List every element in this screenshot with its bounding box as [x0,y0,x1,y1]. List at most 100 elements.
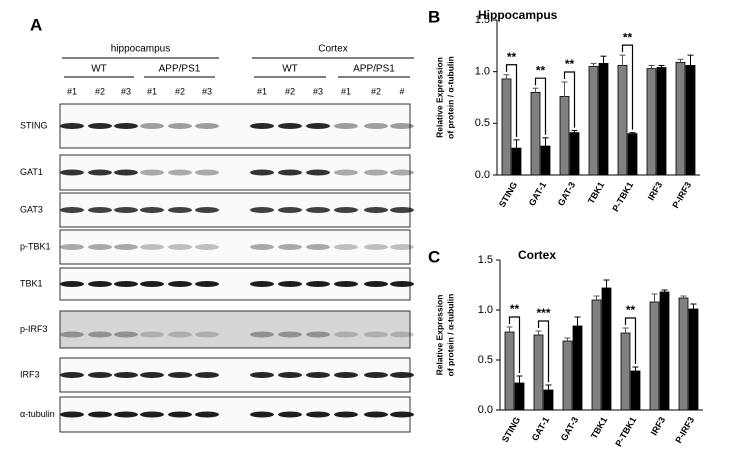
blot-frame [59,229,411,265]
significance-label: ** [507,50,517,64]
significance-bracket [537,320,550,382]
y-tick-label: 0.0 [478,404,493,416]
panel-label: C [428,247,440,266]
significance-label: ** [623,30,633,44]
blot-band [364,411,388,418]
blot-band [195,331,219,338]
blot-band [88,244,112,250]
x-tick-label: P-TBK1 [613,415,638,448]
bar [646,68,657,176]
blot-band [168,244,192,250]
blot-band [306,411,330,418]
region-label: hippocampus [111,44,170,55]
error-bar [542,137,549,147]
bar [630,370,641,411]
row-label: p-TBK1 [20,241,51,251]
error-bar [513,139,520,149]
error-bar [506,326,513,332]
bar [533,334,544,411]
significance-bracket [563,71,576,128]
blot-band [168,372,192,378]
significance-bracket [624,317,637,364]
bar [659,291,670,411]
blot-band [168,123,192,129]
significance-bracket [508,316,521,373]
bar [514,382,525,411]
lane-label: #1 [147,86,157,96]
y-tick-label: 1.0 [478,304,493,316]
blot-band [140,123,164,129]
error-bar [535,330,542,335]
error-bar [561,81,568,97]
genotype-label: WT [282,64,298,75]
blot-band [114,244,138,250]
blot-band [364,169,388,176]
bar [501,78,512,176]
bar [588,66,599,176]
blot-band [168,331,192,338]
blot-band [88,169,112,176]
bar [591,299,602,411]
blot-band [168,411,192,418]
bar [649,301,660,411]
lane-label: #1 [341,86,351,96]
x-tick-label: GAT-1 [527,180,549,207]
blot-band [88,372,112,378]
blot-band [364,244,388,250]
significance-label: *** [536,306,550,320]
blot-band [250,281,274,287]
bar [559,96,570,176]
bar [572,325,583,411]
blot-band [334,169,358,176]
blot-band [278,169,302,176]
bar [543,389,554,411]
error-bar [658,64,665,68]
x-tick-label: GAT-1 [530,415,552,442]
x-tick-label: GAT-3 [556,180,578,207]
blot-band [88,281,112,287]
blot-band [364,207,388,213]
row-label: TBK1 [20,278,43,288]
blot-band [140,244,164,250]
blot-band [140,281,164,287]
row-label: α-tubulin [20,409,55,419]
error-bar [600,55,607,64]
bar [569,132,580,176]
bar [617,65,628,176]
blot-band [60,169,84,176]
blot-band [364,281,388,287]
genotype-label: APP/PS1 [159,64,201,75]
row-label: p-IRF3 [20,324,48,334]
blot-band [306,372,330,378]
y-tick-label: 1.0 [475,66,490,78]
row-label: GAT1 [20,167,43,177]
blot-band [140,207,164,213]
error-bar [661,289,668,292]
error-bar [574,316,581,326]
blot-band [60,411,84,418]
blot-band [195,281,219,287]
blot-band [168,207,192,213]
blot-band [250,331,274,338]
x-tick-label: GAT-3 [559,415,581,442]
blot-band [306,331,330,338]
blot-band [334,331,358,338]
blot-band [195,244,219,250]
blot-band [334,281,358,287]
blot-band [60,281,84,287]
significance-label: ** [626,303,636,317]
bar [688,308,699,411]
blot-band [278,281,302,287]
blot-band [364,123,388,129]
blot-band [114,281,138,287]
blot-band [390,411,414,418]
significance-bracket [621,44,634,130]
blot-band [390,169,414,176]
blot-band [306,123,330,129]
blot-band [306,169,330,176]
blot-band [88,123,112,129]
x-tick-label: IRF3 [649,415,667,437]
lane-label: #3 [202,86,212,96]
blot-frame [59,310,411,349]
